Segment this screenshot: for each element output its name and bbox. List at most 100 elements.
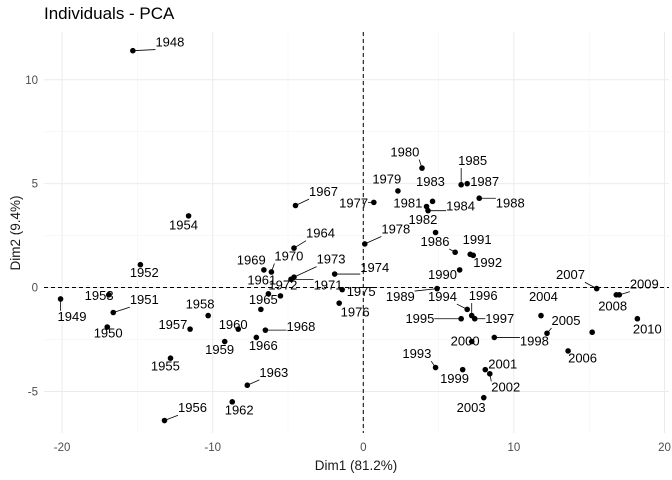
point-label: 1988 [496,196,525,211]
point-label: 2009 [630,277,659,292]
y-axis-ticks: -5 0 5 10 [25,75,38,399]
point-label: 2003 [457,400,486,415]
plot-panel [44,32,669,433]
point-label: 1975 [347,284,376,299]
point-label: 1986 [421,234,450,249]
y-tick-label: 10 [25,75,38,87]
data-point [244,382,251,389]
data-point [110,309,117,316]
point-label: 1979 [372,172,401,187]
point-label: 1991 [463,232,492,247]
data-point [429,198,436,205]
data-point [538,312,544,319]
data-point [458,315,464,322]
data-point [470,252,477,259]
data-point [395,188,401,194]
label-connector [414,288,438,292]
y-tick-label: 0 [32,283,38,295]
point-label: 1983 [416,174,445,189]
grid-lines [44,32,669,433]
data-point [486,370,493,377]
data-point [593,285,600,292]
data-point [464,180,470,187]
point-label: 1976 [341,305,370,320]
label-connector [132,49,156,52]
data-point [336,300,342,306]
x-tick-label: -10 [204,442,221,454]
point-label: 1977 [339,196,368,211]
point-label: 1964 [306,226,335,241]
y-axis-title: Dim2 (9.4%) [8,195,23,270]
data-point [434,285,440,292]
point-label: 1994 [428,289,457,304]
data-point [291,245,297,251]
data-point [476,195,483,202]
point-label: 1949 [58,309,87,324]
point-label: 2001 [488,357,517,372]
data-point [137,261,144,268]
data-point [167,355,174,362]
data-point [161,417,168,424]
data-point [331,271,338,277]
data-point [268,269,275,275]
point-label: 1993 [402,346,431,361]
data-point [425,207,431,214]
point-label: 1958 [186,296,215,311]
data-point [464,306,470,313]
x-tick-label: 0 [360,442,366,454]
x-tick-label: 10 [507,442,520,454]
data-point [589,329,595,336]
data-point [235,326,242,332]
x-axis-title: Dim1 (81.2%) [315,458,398,473]
data-point [57,296,64,302]
point-label: 1966 [249,338,278,353]
y-tick-label: -5 [28,386,38,398]
point-label: 1997 [485,311,514,326]
point-label: 1999 [440,371,469,386]
data-point [432,364,439,371]
data-point [277,293,284,299]
point-label: 1967 [309,184,338,199]
point-label: 1955 [151,359,180,374]
x-tick-label: -20 [54,442,71,454]
point-label: 1957 [158,317,187,332]
data-point [253,334,260,341]
data-point [291,274,297,280]
data-point [261,267,267,273]
data-point [459,366,466,373]
point-label: 1981 [393,196,422,211]
point-label: 1990 [428,267,457,282]
label-connector [293,266,317,278]
point-label: 1953 [85,288,114,303]
point-label: 1968 [286,319,315,334]
data-point [616,292,623,298]
point-label: 1969 [237,253,266,268]
point-label: 1984 [446,199,475,214]
data-point [104,324,111,330]
point-label: 1972 [268,278,297,293]
data-point [480,394,487,401]
point-label: 1951 [130,292,159,307]
data-point [187,326,193,332]
point-label: 2000 [451,334,480,349]
point-label: 1978 [381,222,410,237]
point-label: 1998 [520,334,549,349]
point-labels: 1948 1949 1950 1951 1952 1953 1954 1955 1956 1957… [58,35,662,418]
chart-title: Individuals - PCA [44,4,175,23]
point-label: 1952 [130,265,159,280]
point-label: 1956 [178,400,207,415]
data-point [105,292,112,298]
label-connector [113,306,130,313]
data-point [130,47,136,54]
point-label: 1974 [360,260,389,275]
data-point [185,213,192,219]
point-label: 1948 [155,35,184,50]
data-point [452,249,458,256]
data-point [491,334,498,341]
data-point [432,229,439,236]
x-axis-ticks: -20 -10 0 10 20 [54,442,671,454]
data-point [482,366,489,373]
point-label: 2004 [529,289,558,304]
point-label: 1973 [317,252,346,267]
